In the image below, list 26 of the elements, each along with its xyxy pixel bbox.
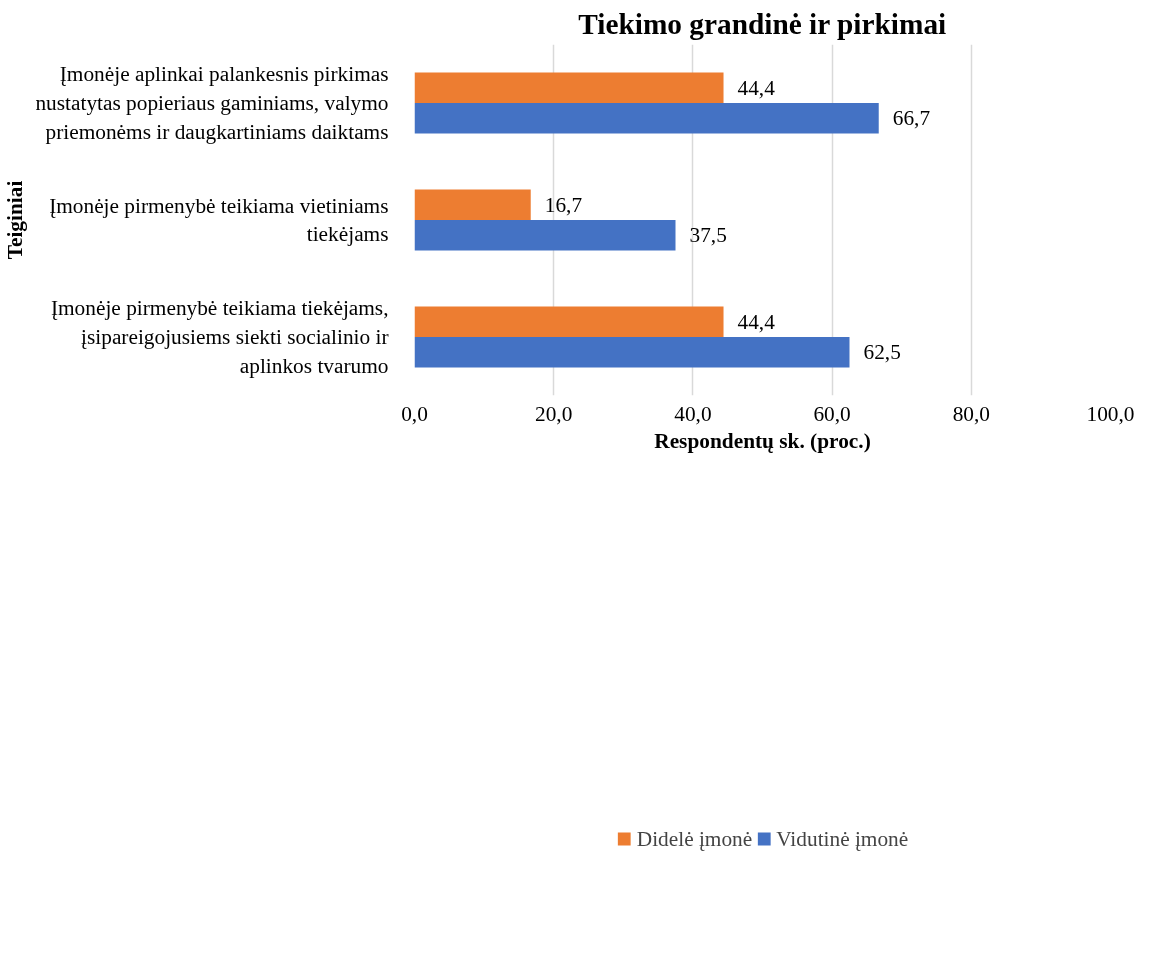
- chart-title: Tiekimo grandinė ir pirkimai: [578, 7, 947, 40]
- x-axis-title: Respondentų sk. (proc.): [654, 428, 871, 453]
- data-label: 62,5: [863, 340, 901, 365]
- x-tick-label: 100,0: [1086, 401, 1135, 426]
- x-tick-label: 0,0: [401, 401, 428, 426]
- legend-label: Vidutinė įmonė: [776, 826, 909, 852]
- data-label: 37,5: [689, 223, 727, 248]
- bar: [414, 337, 850, 368]
- y-axis-title: Teiginiai: [3, 180, 28, 260]
- bar: [414, 189, 531, 220]
- x-tick-label: 20,0: [535, 401, 573, 426]
- legend-label: Didelė įmonė: [636, 826, 753, 852]
- data-label: 44,4: [737, 75, 776, 100]
- bar: [414, 72, 724, 103]
- x-tick-label: 40,0: [674, 401, 712, 426]
- y-tick-label: Įmonėje pirmenybė teikiama tiekėjams, įsipareigojusiems siekti socialinio ir aplinkos tvarumo: [50, 296, 389, 378]
- bar: [414, 220, 676, 251]
- data-label: 44,4: [737, 309, 776, 334]
- x-tick-label: 80,0: [952, 401, 990, 426]
- data-label: 16,7: [544, 192, 583, 217]
- bar: [414, 306, 724, 337]
- y-tick-label: Įmonėje aplinkai palankesnis pirkimas nustatytas popieriaus gaminiams, valymo priemonėms ir daugkartiniams daiktams: [35, 62, 389, 144]
- y-tick-label: Įmonėje pirmenybė teikiama vietiniams tiekėjams: [49, 193, 389, 247]
- bar: [414, 103, 879, 134]
- x-tick-label: 60,0: [813, 401, 851, 426]
- data-label: 66,7: [892, 106, 931, 131]
